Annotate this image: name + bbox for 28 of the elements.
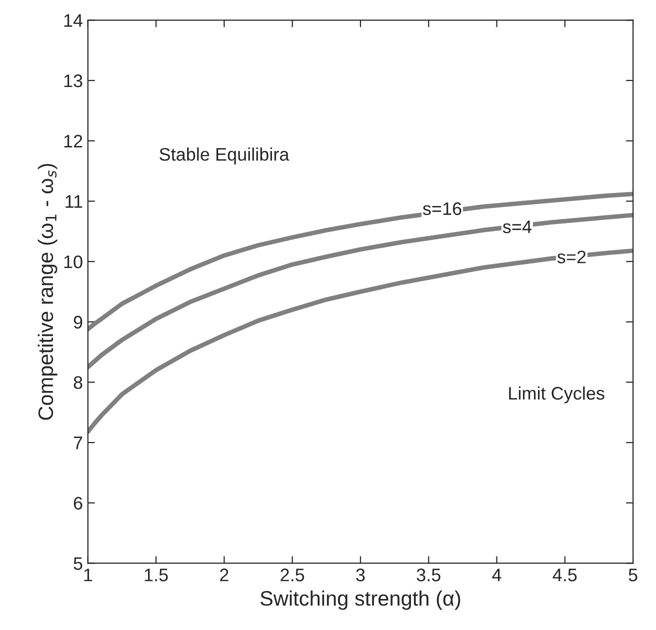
annotation: Stable Equilibira — [160, 148, 290, 164]
y-tick-label: 8 — [74, 376, 82, 389]
y-tick-label: 13 — [64, 74, 82, 88]
line-series — [88, 192, 634, 332]
y-tick-label: 10 — [64, 255, 82, 268]
y-axis-title: Competitive range (ω$_{1}$ - ω$_{s}$) — [38, 164, 58, 420]
x-tick-label: 3.5 — [416, 568, 440, 582]
y-tick-label: 14 — [64, 14, 83, 27]
x-tick-label: 3 — [356, 568, 365, 582]
x-tick-label: 1 — [84, 568, 92, 582]
annotation: s=4 — [502, 220, 532, 234]
y-tick-label: 9 — [74, 316, 82, 329]
x-tick-label: 1.5 — [144, 568, 168, 582]
y-tick-label: 5 — [74, 557, 82, 570]
x-axis-title: Switching strength (α) — [260, 590, 460, 610]
y-tick-label: 7 — [74, 436, 82, 450]
x-tick-label: 4.5 — [552, 568, 577, 582]
y-tick-label: 12 — [64, 134, 82, 148]
annotation: Limit Cycles — [509, 386, 604, 404]
x-tick-label: 4 — [492, 568, 502, 582]
y-tick-label: 6 — [74, 496, 82, 510]
x-tick-label: 2 — [220, 568, 228, 582]
annotation: s=16 — [422, 202, 462, 216]
annotation: s=2 — [557, 250, 586, 264]
y-tick-label: 11 — [66, 195, 82, 208]
x-tick-label: 2.5 — [280, 568, 304, 582]
line-series — [88, 248, 634, 434]
x-tick-label: 5 — [628, 568, 638, 582]
